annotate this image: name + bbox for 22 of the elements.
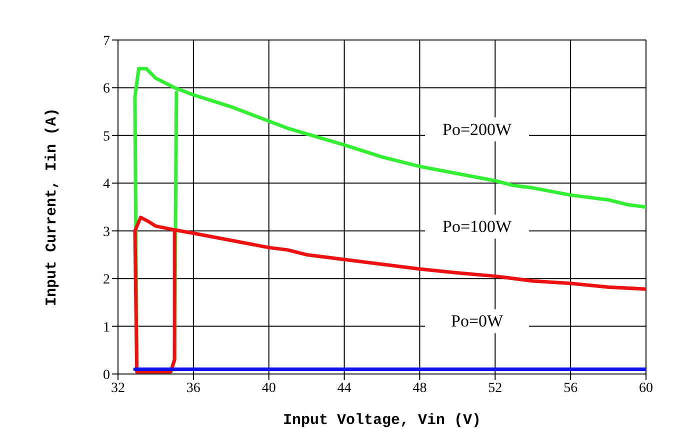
x-tick-label: 36 bbox=[186, 380, 200, 396]
y-tick-label: 5 bbox=[103, 129, 110, 144]
y-tick-label: 7 bbox=[103, 34, 110, 49]
series-label: Po=200W bbox=[442, 120, 513, 139]
y-axis-title: Input Current, Iin (A) bbox=[43, 108, 60, 306]
y-tick-label: 3 bbox=[103, 224, 110, 240]
text: Po=100W bbox=[442, 217, 513, 236]
x-tick-label: 44 bbox=[337, 380, 352, 396]
x-tick-label: 60 bbox=[639, 380, 653, 396]
x-tick-label: 40 bbox=[262, 380, 276, 396]
x-axis-title: Input Voltage, Vin (V) bbox=[282, 412, 482, 429]
y-tick-label: 0 bbox=[103, 368, 110, 383]
y-tick-label: 2 bbox=[103, 272, 110, 288]
y-tick-label: 1 bbox=[103, 320, 110, 336]
x-tick-label: 56 bbox=[564, 380, 578, 396]
y-tick-label: 4 bbox=[103, 177, 110, 192]
x-tick-label: 32 bbox=[111, 380, 125, 396]
x-tick-label: 52 bbox=[488, 380, 502, 396]
x-tick-label: 48 bbox=[412, 380, 427, 396]
text: Po=0W bbox=[450, 312, 504, 331]
line-series bbox=[133, 216, 646, 374]
y-tick-label: 6 bbox=[103, 82, 110, 97]
